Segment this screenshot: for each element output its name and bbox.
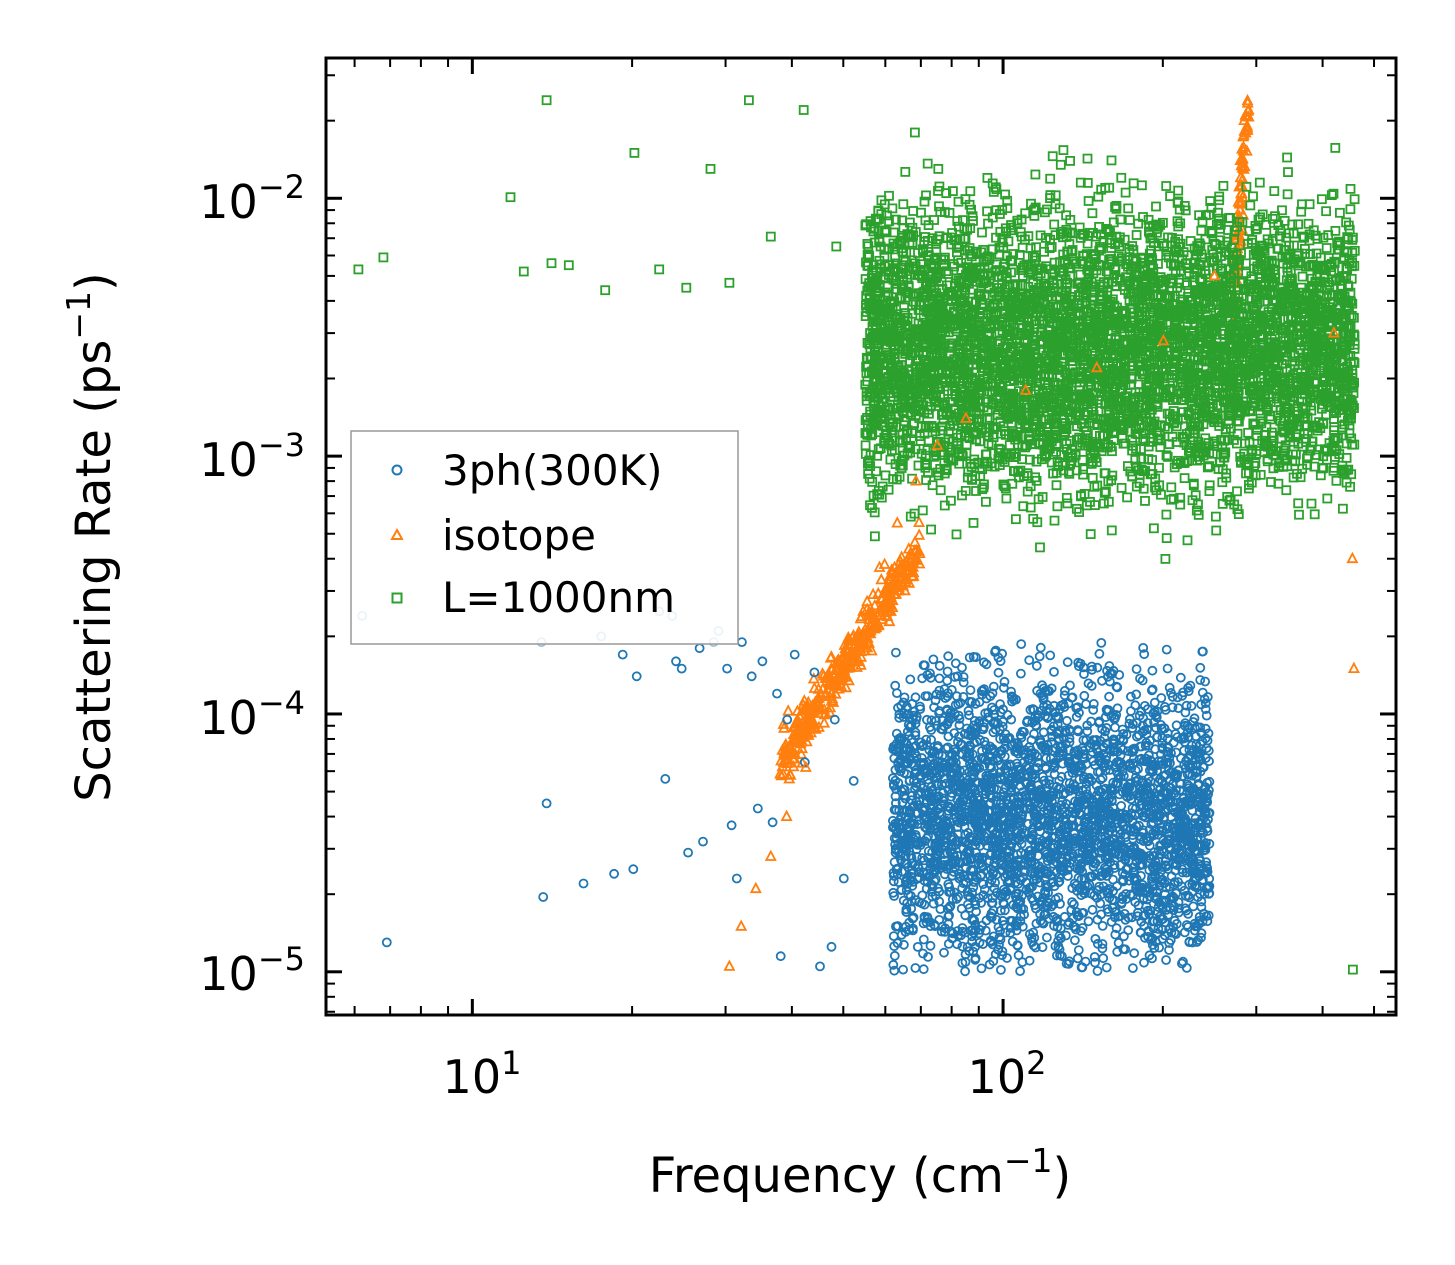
cloud-point-3ph bbox=[1087, 664, 1097, 675]
cloud-point-3ph bbox=[1087, 904, 1098, 915]
cloud-point-3ph bbox=[979, 684, 989, 694]
cloud-point-3ph bbox=[954, 720, 965, 730]
cloud-point-3ph bbox=[1203, 910, 1214, 921]
cloud-point-3ph bbox=[1200, 698, 1211, 709]
cloud-point-3ph bbox=[942, 666, 953, 677]
cloud-point-3ph bbox=[987, 939, 998, 950]
cloud-point-3ph bbox=[1128, 963, 1138, 973]
cloud-point-3ph bbox=[965, 685, 976, 695]
cloud-point-3ph bbox=[1031, 660, 1042, 671]
cloud-point-3ph bbox=[891, 647, 901, 658]
cloud-point-3ph bbox=[890, 680, 901, 691]
cloud-point-3ph bbox=[1090, 934, 1101, 944]
cloud-point-3ph bbox=[888, 876, 899, 887]
cloud-point-3ph bbox=[919, 660, 930, 671]
cloud-point-3ph bbox=[1082, 726, 1093, 737]
cloud-point-3ph bbox=[888, 779, 899, 789]
cloud-point-3ph bbox=[1185, 680, 1196, 691]
cloud-point-3ph bbox=[934, 660, 945, 671]
cloud-point-3ph bbox=[964, 652, 975, 663]
cloud-point-3ph bbox=[1138, 643, 1149, 653]
cloud-point-3ph bbox=[957, 941, 968, 952]
cloud-point-3ph bbox=[889, 965, 900, 976]
cloud-point-3ph bbox=[1201, 710, 1212, 721]
cloud-point-3ph bbox=[1186, 701, 1197, 711]
cloud-point-3ph bbox=[898, 964, 908, 975]
dense-scatter-cloud bbox=[774, 93, 1360, 977]
cloud-point-3ph bbox=[1195, 662, 1206, 673]
cloud-point-3ph bbox=[1139, 957, 1149, 968]
cloud-point-3ph bbox=[931, 716, 941, 726]
cloud-point-3ph bbox=[1148, 766, 1158, 776]
cloud-point-3ph bbox=[998, 682, 1009, 693]
cloud-point-3ph bbox=[1024, 655, 1035, 666]
cloud-point-3ph bbox=[1037, 942, 1048, 953]
cloud-point-3ph bbox=[976, 963, 987, 974]
cloud-point-3ph bbox=[1034, 651, 1045, 662]
cloud-point-3ph bbox=[1175, 672, 1186, 683]
cloud-point-3ph bbox=[1065, 680, 1075, 691]
cloud-point-3ph bbox=[1113, 938, 1124, 948]
cloud-point-3ph bbox=[1169, 915, 1180, 926]
cloud-point-3ph bbox=[893, 702, 903, 713]
cloud-point-3ph bbox=[1191, 739, 1202, 750]
cloud-point-3ph bbox=[1060, 685, 1070, 696]
cloud-point-3ph bbox=[1178, 956, 1188, 967]
cloud-point-3ph bbox=[935, 904, 946, 914]
cloud-point-3ph bbox=[1200, 676, 1210, 687]
cloud-point-3ph bbox=[1017, 726, 1028, 737]
cloud-point-3ph bbox=[978, 879, 989, 890]
cloud-point-3ph bbox=[1131, 689, 1142, 700]
